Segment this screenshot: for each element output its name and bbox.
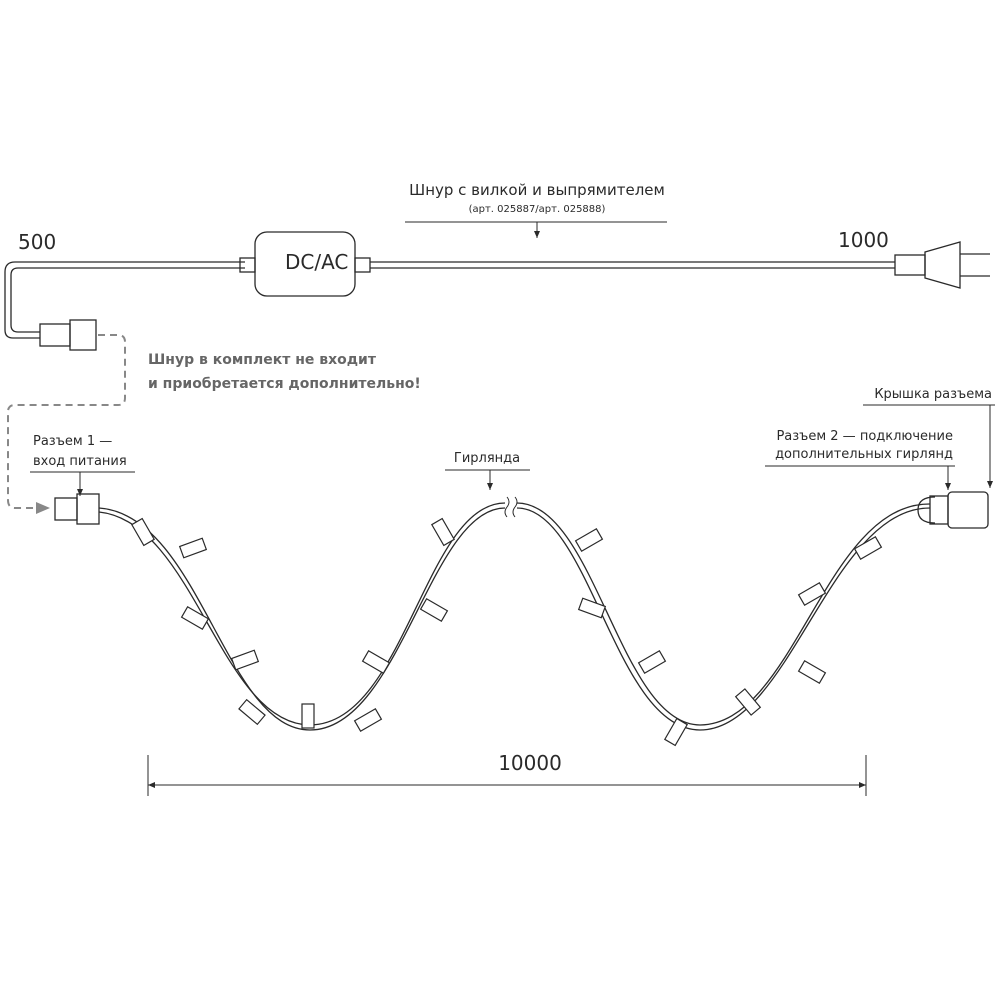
dimension-label: 10000	[498, 751, 562, 775]
optional-cord	[7, 334, 126, 514]
cap-label: Крышка разъема	[874, 387, 992, 402]
garland-wire	[98, 496, 931, 731]
cord-article: (арт. 025887/арт. 025888)	[469, 204, 606, 215]
connector-label: вход питания	[33, 454, 127, 469]
garland-bulbs	[130, 517, 883, 747]
connector-label: Разъем 2 — подключение	[776, 429, 953, 444]
garland-label: Гирлянда	[454, 451, 520, 466]
connector-label: Разъем 1 —	[33, 434, 112, 449]
dimension-label: 1000	[838, 228, 889, 252]
power-cord	[4, 231, 990, 351]
dimension-label: 500	[18, 230, 56, 254]
note-line: и приобретается дополнительно!	[148, 376, 421, 392]
connector-label: дополнительных гирлянд	[775, 447, 953, 462]
note-line: Шнур в комплект не входит	[148, 352, 377, 368]
cord-title: Шнур с вилкой и выпрямителем	[409, 181, 665, 199]
converter-label: DC/AC	[285, 250, 348, 274]
